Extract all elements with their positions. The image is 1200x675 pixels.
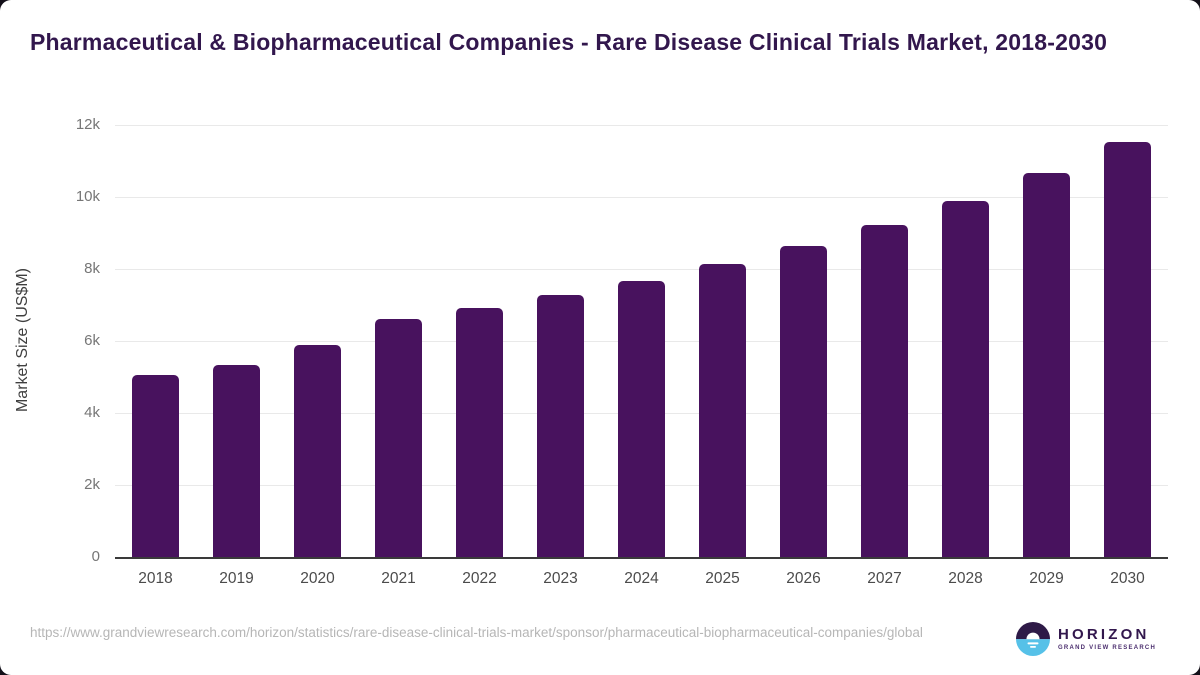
x-tick-label-2030: 2030 [1110,570,1145,587]
y-tick-label: 8k [84,259,100,277]
y-tick-label: 12k [75,116,100,133]
bar-2022[interactable] [456,307,503,557]
logo-name: HORIZON [1058,626,1150,643]
y-tick-label: 10k [75,187,100,205]
bar-2025[interactable] [699,264,746,557]
y-axis-tick-labels: 0 2k 4k 6k 8k 10k 12k [0,117,100,565]
bar-2026[interactable] [780,245,827,557]
bar-series [115,125,1168,557]
x-tick-label-2026: 2026 [786,570,821,587]
x-tick-label-2025: 2025 [705,570,740,587]
x-tick-label-2027: 2027 [867,570,902,587]
y-tick-label: 2k [84,476,100,493]
horizon-logo[interactable]: HORIZON GRAND VIEW RESEARCH [1016,620,1176,658]
y-tick-label: 0 [91,548,100,565]
x-tick-label-2022: 2022 [462,570,497,587]
x-tick-label-2028: 2028 [948,570,983,587]
bar-2023[interactable] [537,294,584,557]
bar-2020[interactable] [294,344,341,557]
x-tick-label-2023: 2023 [543,570,578,587]
horizon-sunrise-icon [1016,622,1050,656]
logo-text: HORIZON GRAND VIEW RESEARCH [1058,627,1156,651]
bar-2018[interactable] [132,375,179,557]
x-tick-label-2020: 2020 [300,570,335,587]
gridline-10000 [115,196,1168,198]
plot-area [115,125,1168,559]
source-url: https://www.grandviewresearch.com/horizo… [30,625,923,640]
bar-2019[interactable] [213,365,260,557]
x-tick-label-2021: 2021 [381,570,416,587]
logo-subtitle: GRAND VIEW RESEARCH [1058,645,1157,651]
x-tick-label-2019: 2019 [219,570,254,587]
x-tick-label-2018: 2018 [138,570,173,587]
bar-2027[interactable] [861,224,908,557]
x-tick-label-2024: 2024 [624,570,659,587]
y-tick-label: 4k [84,403,100,421]
x-tick-label-2029: 2029 [1029,570,1064,587]
bar-2029[interactable] [1023,172,1070,557]
chart-title: Pharmaceutical & Biopharmaceutical Compa… [30,29,1108,55]
gridline-8000 [115,268,1168,270]
bar-2024[interactable] [618,280,665,557]
bar-2021[interactable] [375,319,422,557]
gridline-12000 [115,125,1168,126]
x-axis-tick-labels: 2018 2019 2020 2021 2022 2023 2024 2025 2026 2027… [115,570,1168,588]
bar-2028[interactable] [942,200,989,557]
bar-2030[interactable] [1104,141,1151,557]
y-tick-label: 6k [84,332,100,349]
